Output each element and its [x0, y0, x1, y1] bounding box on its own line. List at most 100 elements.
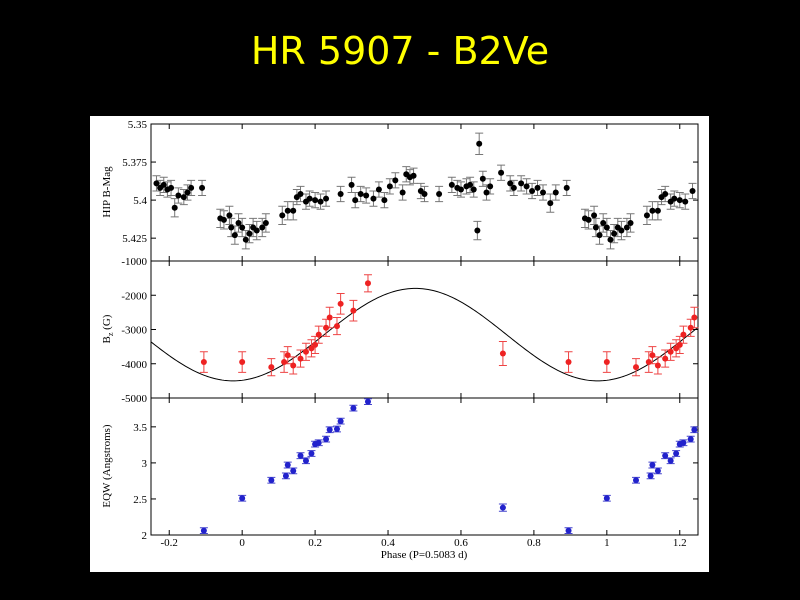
bmag-data-point [279, 212, 286, 219]
bmag-data-point [180, 194, 187, 201]
bmag-data-point [235, 219, 242, 226]
eqw-data-point [364, 398, 371, 405]
bz-data-point [633, 364, 640, 371]
eqw-data-point [565, 527, 572, 534]
bmag-data-point [284, 207, 291, 214]
bmag-data-point [348, 181, 355, 188]
bmag-data-point [643, 212, 650, 219]
eqw-data-point [662, 452, 669, 459]
bz-data-point [284, 352, 291, 359]
eqw-data-point [333, 426, 340, 433]
bmag-data-point [239, 224, 246, 231]
bmag-data-point [363, 192, 370, 199]
bmag-ytick-label: 5.425 [122, 233, 147, 245]
bmag-data-point [231, 232, 238, 239]
phase-tick-label: 0.8 [527, 537, 541, 549]
bmag-yticks: 5.35 5.375 5.4 5.425 [122, 119, 698, 245]
bmag-data-point [479, 175, 486, 182]
bmag-data-point [607, 236, 614, 243]
bmag-data-point [476, 140, 483, 147]
bz-data-point [667, 348, 674, 355]
bz-data-point [364, 280, 371, 287]
bmag-data-point [600, 219, 607, 226]
bmag-data-point [457, 186, 464, 193]
bz-data-point [565, 359, 572, 366]
eqw-data-point [647, 472, 654, 479]
bz-data-point [268, 364, 275, 371]
phase-tick-label: -0.2 [161, 537, 178, 549]
phase-tick-label: 0.2 [308, 537, 322, 549]
bz-ylabel: Bz (G) [101, 314, 115, 343]
bz-ytick-label: -5000 [121, 393, 147, 405]
bmag-data-point [306, 195, 313, 202]
bz-data-point [315, 331, 322, 338]
eqw-data-point [654, 467, 661, 474]
bz-ytick-label: -1000 [121, 256, 147, 268]
bz-data-point [603, 359, 610, 366]
eqw-ytick-label: 2 [142, 530, 148, 542]
bz-ytick-label: -4000 [121, 359, 147, 371]
bmag-data-point [487, 183, 494, 190]
bmag-data-point [153, 180, 160, 187]
bmag-data-point [523, 183, 530, 190]
bmag-data-point [399, 189, 406, 196]
bmag-data-point [228, 224, 235, 231]
bmag-ytick-label: 5.4 [133, 195, 147, 207]
bz-data-point [350, 307, 357, 314]
eqw-panel: EQW (Angstroms) 2 2.5 3 3.5 -0.2 0 0.2 0.4 0.6 0… [101, 397, 699, 561]
bz-data-point [239, 359, 246, 366]
bmag-data-point [552, 189, 559, 196]
phase-tick-label: 0.4 [381, 537, 395, 549]
bmag-points [153, 140, 696, 243]
eqw-data-point [350, 405, 357, 412]
eqw-ytick-label: 3.5 [133, 422, 147, 434]
bz-data-point [676, 341, 683, 348]
bmag-data-point [623, 224, 630, 231]
bmag-data-point [563, 184, 570, 191]
eqw-data-point [268, 477, 275, 484]
bz-data-point [654, 362, 661, 369]
bmag-ytick-label: 5.375 [122, 157, 147, 169]
bz-data-point [200, 359, 207, 366]
bmag-data-point [253, 227, 260, 234]
bmag-data-point [592, 224, 599, 231]
eqw-data-point [284, 462, 291, 469]
bmag-data-point [603, 224, 610, 231]
plot-panel: HIP B-Mag 5.35 5.375 5.4 5.425 Bz (G) -5000… [90, 116, 709, 572]
eqw-ytick-label: 3 [142, 458, 148, 470]
bmag-data-point [312, 197, 319, 204]
bmag-data-point [184, 189, 191, 196]
eqw-data-point [302, 457, 309, 464]
bz-panel: Bz (G) -5000 -4000 -3000 -2000 -1000 [101, 256, 699, 405]
eqw-ytick-label: 2.5 [133, 494, 147, 506]
bmag-data-point [175, 192, 182, 199]
bz-data-point [662, 355, 669, 362]
bmag-data-point [171, 204, 178, 211]
bmag-ytick-label: 5.35 [128, 119, 148, 131]
bmag-data-point [534, 184, 541, 191]
bmag-data-point [259, 224, 266, 231]
bz-yticks: -5000 -4000 -3000 -2000 -1000 [121, 256, 698, 405]
eqw-data-point [297, 452, 304, 459]
bmag-data-point [618, 227, 625, 234]
bmag-data-point [352, 197, 359, 204]
bmag-data-point [518, 180, 525, 187]
phase-xlabel: Phase (P=0.5083 d) [381, 549, 468, 561]
bz-error-bars [199, 274, 699, 377]
eqw-data-point [239, 495, 246, 502]
bmag-data-point [381, 197, 388, 204]
bz-data-point [691, 314, 698, 321]
eqw-panel-frame [150, 397, 699, 536]
eqw-data-point [673, 450, 680, 457]
bz-data-point [312, 341, 319, 348]
phase-tick-label: 0 [239, 537, 245, 549]
bmag-data-point [436, 191, 443, 198]
bmag-data-point [199, 184, 206, 191]
eqw-yticks: 2 2.5 3 3.5 [133, 422, 698, 542]
bmag-data-point [220, 216, 227, 223]
bmag-data-point [611, 230, 618, 237]
bmag-data-point [649, 207, 656, 214]
bmag-xticks [168, 124, 681, 261]
bmag-data-point [262, 219, 269, 226]
bz-xticks [168, 261, 681, 398]
